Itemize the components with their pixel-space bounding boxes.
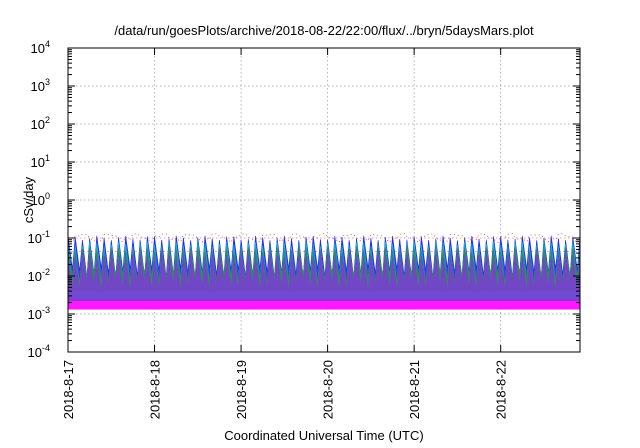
y-tick-label: 103 (31, 77, 50, 94)
x-axis-label: Coordinated Universal Time (UTC) (224, 428, 423, 443)
x-tick-label: 2018-8-20 (321, 360, 336, 419)
y-tick-label: 101 (31, 153, 50, 170)
series-band (67, 252, 581, 301)
x-tick-label: 2018-8-18 (148, 360, 163, 419)
x-tick-label: 2018-8-21 (407, 360, 422, 419)
y-tick-label: 100 (31, 191, 50, 208)
y-tick-label: 10-3 (28, 305, 50, 322)
x-tick-label: 2018-8-19 (234, 360, 249, 419)
series-band (67, 232, 581, 252)
y-tick-label: 10-2 (28, 267, 50, 284)
chart-title: /data/run/goesPlots/archive/2018-08-22/2… (114, 23, 534, 38)
y-tick-label: 104 (31, 39, 50, 56)
x-tick-label: 2018-8-22 (494, 360, 509, 419)
x-tick-label: 2018-8-17 (61, 360, 76, 419)
y-axis-label: cSv/day (21, 176, 36, 223)
series-layer (67, 232, 581, 310)
y-tick-label: 10-4 (28, 343, 50, 360)
y-tick-label: 102 (31, 115, 50, 132)
ticks: 10-4 10-3 10-2 10-1 100 101 102 103 104 2018-8-17… (28, 39, 580, 419)
y-tick-label: 10-1 (28, 229, 50, 246)
